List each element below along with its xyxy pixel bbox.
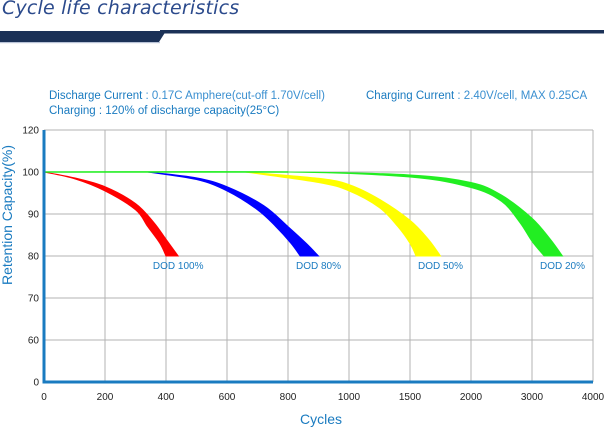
header-divider-thick — [0, 31, 166, 42]
header-divider-thin — [160, 30, 604, 34]
band-dod-100 — [43, 171, 180, 257]
x-tick-label: 4000 — [582, 392, 604, 403]
band-dod-20 — [43, 171, 564, 257]
y-tick-labels: 120 100 90 80 70 60 0 — [22, 126, 39, 389]
y-tick-label: 70 — [28, 294, 40, 305]
discharge-current-label: Discharge Current — [49, 90, 143, 102]
x-tick-label: 0 — [41, 392, 47, 403]
charging-current-value: : 2.40V/cell, MAX 0.25CA — [454, 90, 588, 102]
discharge-current-note: Discharge Current : 0.17C Amphere(cut-of… — [49, 90, 325, 102]
x-tick-label: 1000 — [338, 392, 361, 403]
band-dod-80 — [147, 171, 320, 257]
charging-current-note: Charging Current : 2.40V/cell, MAX 0.25C… — [366, 90, 587, 102]
x-tick-label: 800 — [280, 392, 297, 403]
series-bands — [43, 171, 564, 257]
x-tick-label: 400 — [158, 392, 175, 403]
x-axis-title: Cycles — [300, 411, 342, 427]
x-tick-label: 3000 — [521, 392, 544, 403]
header-divider-highlight — [0, 42, 160, 44]
header-divider — [0, 30, 604, 44]
y-tick-label: 0 — [33, 378, 39, 389]
x-tick-label: 600 — [219, 392, 236, 403]
dod-labels: DOD 100% DOD 80% DOD 50% DOD 20% — [153, 261, 585, 272]
charging-note: Charging : 120% of discharge capacity(25… — [49, 105, 280, 117]
y-tick-label: 120 — [22, 126, 39, 137]
y-axis-title: Retention Capacity(%) — [0, 145, 15, 285]
x-tick-label: 1500 — [399, 392, 422, 403]
x-tick-label: 200 — [97, 392, 114, 403]
axes — [42, 130, 593, 384]
y-tick-label: 60 — [28, 336, 40, 347]
discharge-current-value: : 0.17C Amphere(cut-off 1.70V/cell) — [142, 90, 325, 102]
y-tick-label: 80 — [28, 252, 40, 263]
dod-label: DOD 80% — [296, 261, 341, 272]
y-tick-label: 90 — [28, 210, 40, 221]
x-tick-labels: 0 200 400 600 800 1000 1500 2000 3000 4000 — [41, 392, 604, 403]
y-tick-label: 100 — [22, 168, 39, 179]
dod-label: DOD 100% — [153, 261, 204, 272]
dod-label: DOD 20% — [540, 261, 585, 272]
charging-current-label: Charging Current — [366, 90, 455, 102]
dod-label: DOD 50% — [418, 261, 463, 272]
page-title: Cycle life characteristics — [2, 0, 240, 19]
band-dod-50 — [245, 171, 442, 257]
x-tick-label: 2000 — [460, 392, 483, 403]
